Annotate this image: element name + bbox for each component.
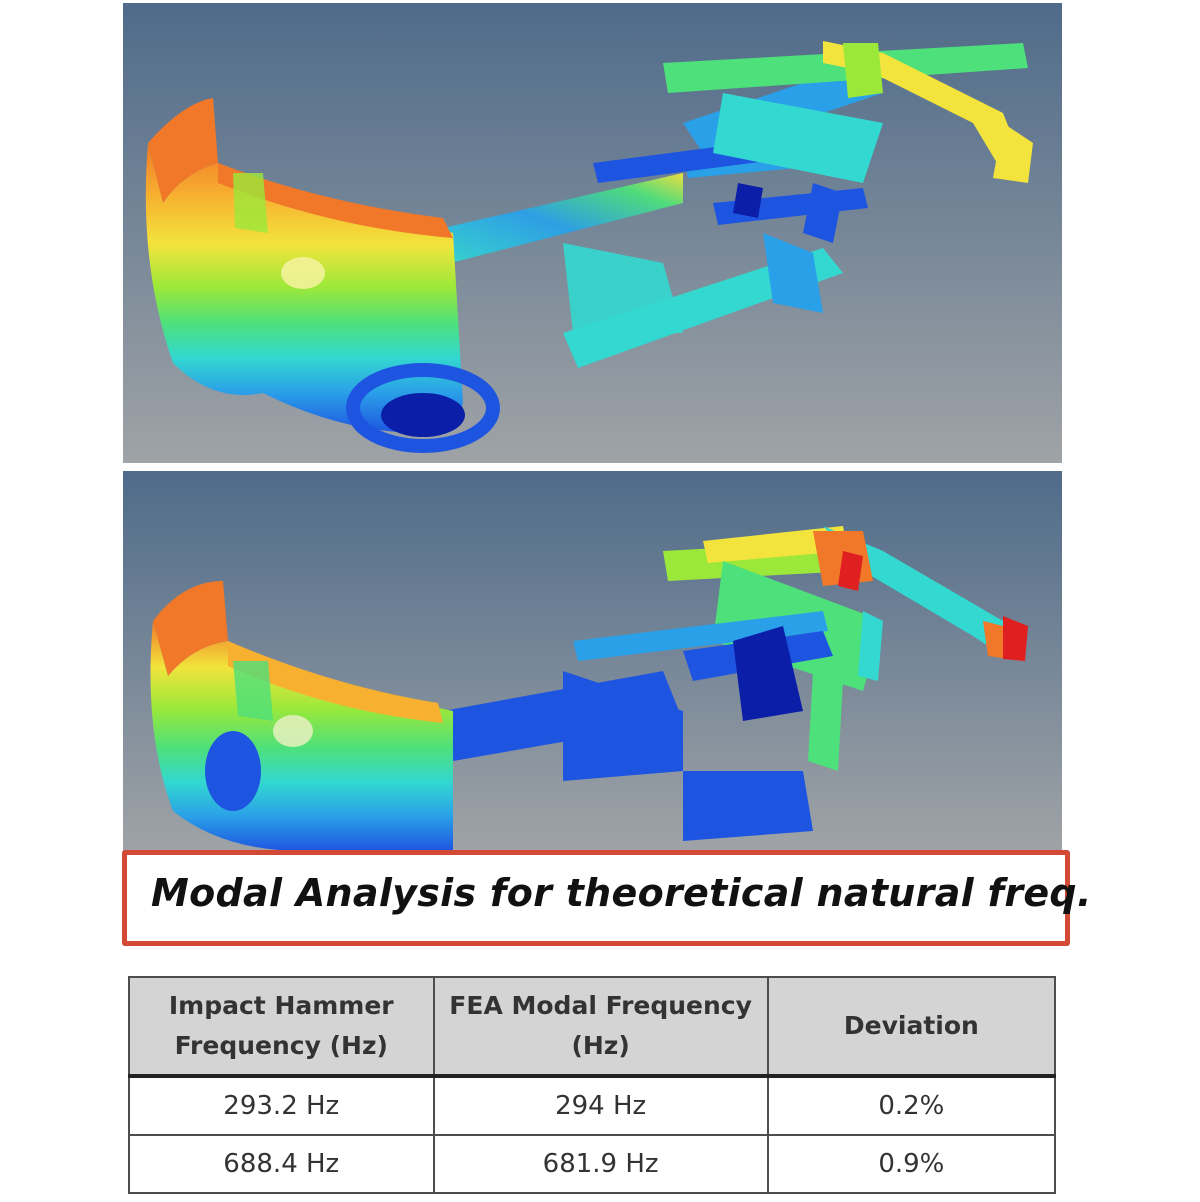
impact-hammer-value: 688.4 Hz xyxy=(128,1134,435,1194)
column-header-deviation: Deviation xyxy=(766,976,1057,1078)
mode-shape-2-render xyxy=(123,471,1062,851)
fea-modal-value: 681.9 Hz xyxy=(432,1134,769,1194)
deviation-value: 0.2% xyxy=(766,1075,1057,1136)
table-row: 293.2 Hz 294 Hz 0.2% xyxy=(128,1075,1057,1136)
results-table: Impact Hammer Frequency (Hz) FEA Modal F… xyxy=(128,976,1057,1194)
table-header-row: Impact Hammer Frequency (Hz) FEA Modal F… xyxy=(128,976,1057,1078)
caption-box: Modal Analysis for theoretical natural f… xyxy=(122,850,1091,946)
column-header-impact-hammer: Impact Hammer Frequency (Hz) xyxy=(128,976,435,1078)
impact-hammer-value: 293.2 Hz xyxy=(128,1075,435,1136)
fea-modal-value: 294 Hz xyxy=(432,1075,769,1136)
caption-text: Modal Analysis for theoretical natural f… xyxy=(151,871,1092,915)
mode-shape-2-panel xyxy=(123,471,1062,851)
table-row: 688.4 Hz 681.9 Hz 0.9% xyxy=(128,1134,1057,1194)
mode-shape-1-panel xyxy=(123,3,1062,463)
deviation-value: 0.9% xyxy=(766,1134,1057,1194)
mode-shape-1-render xyxy=(123,3,1062,463)
column-header-fea-modal: FEA Modal Frequency (Hz) xyxy=(432,976,769,1078)
